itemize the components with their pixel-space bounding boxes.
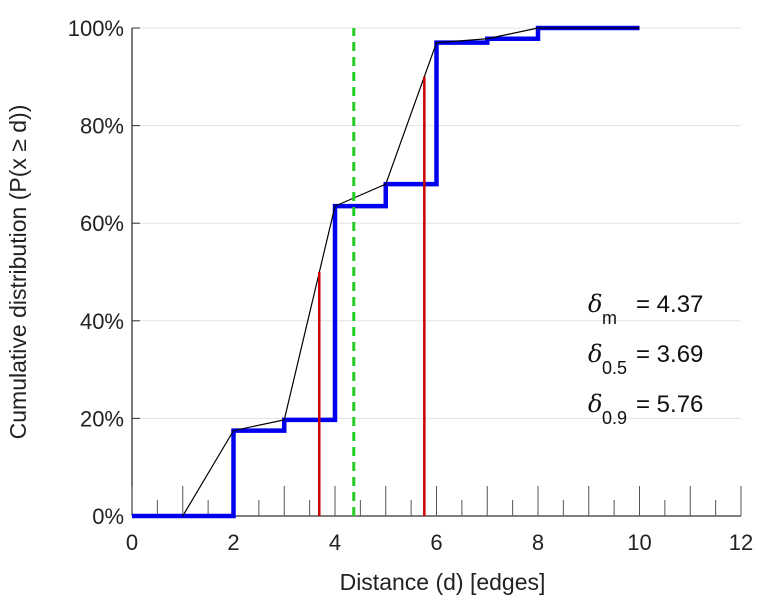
- stat-subscript-0: m: [602, 308, 617, 328]
- x-axis-label: Distance (d) [edges]: [340, 569, 546, 595]
- y-tick-label-1: 20%: [80, 406, 124, 431]
- interpolated-series-line: [182, 27, 640, 517]
- y-tick-label-0: 0%: [92, 504, 124, 529]
- grid-lines: [132, 27, 741, 419]
- y-tick-label-2: 40%: [80, 309, 124, 334]
- x-tick-label-1: 2: [227, 530, 239, 555]
- y-axis-label: Cumulative distribution (P(x ≥ d)): [5, 105, 31, 440]
- x-tick-label-0: 0: [126, 530, 138, 555]
- x-ticks: 0 2 4 6 8 10 12: [126, 486, 753, 555]
- stat-symbol-0: δ: [588, 290, 602, 318]
- stat-subscript-2: 0.9: [602, 408, 627, 428]
- stat-value-2: = 5.76: [636, 391, 703, 418]
- y-tick-label-4: 80%: [80, 114, 124, 139]
- x-tick-label-5: 10: [627, 530, 651, 555]
- stat-value-1: = 3.69: [636, 341, 703, 368]
- x-tick-label-4: 8: [532, 530, 544, 555]
- statistics-annotations: δ m = 4.37δ 0.5 = 3.69δ 0.9 = 5.76: [588, 290, 703, 428]
- y-tick-label-5: 100%: [68, 16, 124, 41]
- stat-symbol-1: δ: [588, 340, 602, 368]
- x-tick-label-6: 12: [729, 530, 753, 555]
- stat-subscript-1: 0.5: [602, 358, 627, 378]
- x-tick-label-2: 4: [329, 530, 341, 555]
- y-tick-label-3: 60%: [80, 211, 124, 236]
- step-series-line: [132, 25, 640, 519]
- reference-lines: [318, 28, 426, 516]
- stat-value-0: = 4.37: [636, 291, 703, 318]
- y-ticks: 0% 20% 40% 60% 80% 100%: [68, 16, 140, 529]
- stat-symbol-2: δ: [588, 390, 602, 418]
- x-tick-label-3: 6: [430, 530, 442, 555]
- series-layer: [132, 25, 640, 519]
